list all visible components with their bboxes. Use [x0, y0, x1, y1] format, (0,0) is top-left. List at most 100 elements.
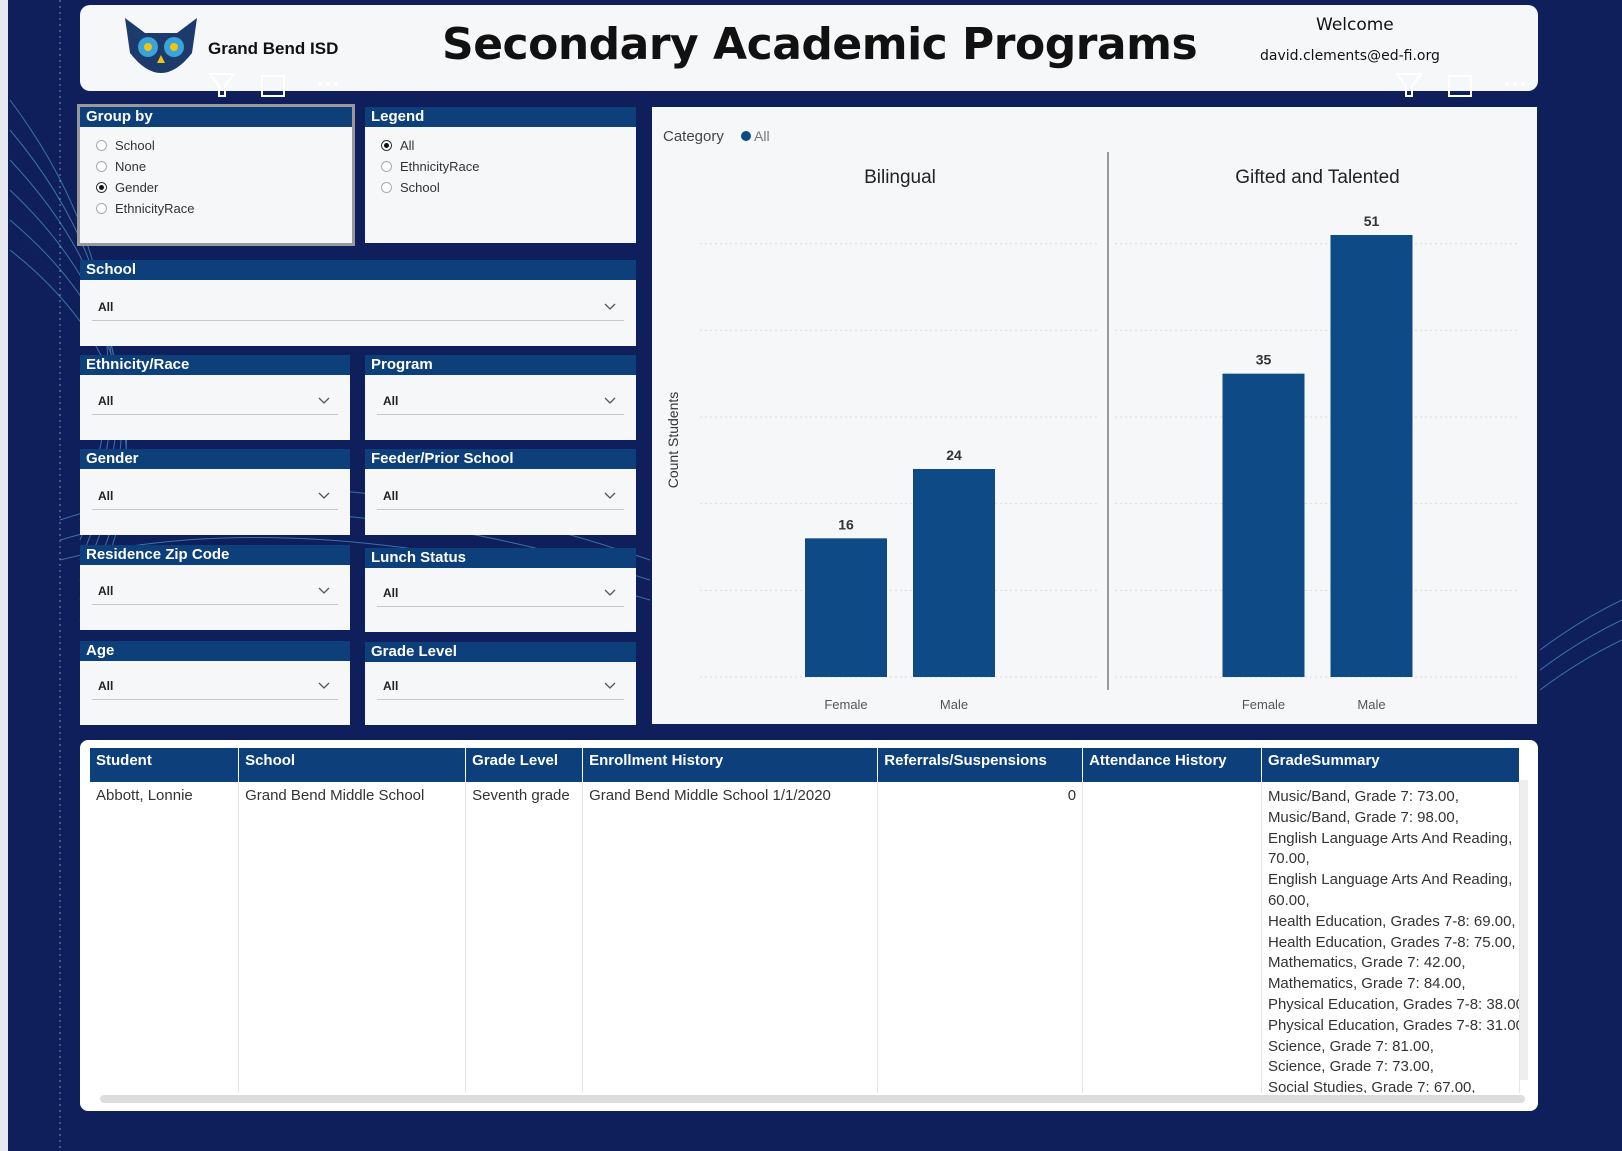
- radio-option[interactable]: None: [96, 158, 146, 176]
- sort-arrow[interactable]: [108, 782, 118, 788]
- group-by-slicer: Group by School None Gender EthnicityRace: [80, 107, 352, 243]
- column-header[interactable]: School: [239, 748, 466, 782]
- column-header[interactable]: Grade Level: [466, 748, 583, 782]
- radio-button[interactable]: [96, 182, 107, 193]
- dropdown[interactable]: All: [92, 483, 338, 510]
- data-label: 35: [1256, 352, 1272, 368]
- option-label: School: [400, 180, 440, 195]
- dropdown-value: All: [98, 489, 113, 503]
- chevron[interactable]: [318, 587, 330, 595]
- chevron[interactable]: [604, 589, 616, 597]
- radio-button[interactable]: [381, 140, 392, 151]
- grade-line: Science, Grade 7: 81.00,: [1268, 1037, 1513, 1058]
- grade-line: Physical Education, Grades 7-8: 31.00,: [1268, 1016, 1513, 1037]
- option-label: EthnicityRace: [400, 159, 479, 174]
- slicer-title: School: [80, 260, 636, 280]
- dropdown-slicer: Grade Level All: [365, 642, 636, 725]
- grade-line: Health Education, Grades 7-8: 75.00,: [1268, 933, 1513, 954]
- page: {"header": {"org": "Grand Bend ISD", "ti…: [0, 0, 1622, 1151]
- column-header[interactable]: Referrals/Suspensions: [878, 748, 1083, 782]
- x-tick-label: Male: [940, 697, 968, 712]
- x-tick-label: Male: [1357, 697, 1385, 712]
- bar: [1331, 235, 1413, 677]
- user-email: david.clements@ed-fi.org: [1260, 48, 1440, 64]
- grade-line: Social Studies, Grade 7: 67.00,: [1268, 1078, 1513, 1093]
- bar: [1223, 374, 1305, 677]
- horizontal-scrollbar[interactable]: [100, 1095, 1525, 1103]
- radio-option[interactable]: School: [96, 137, 155, 155]
- table-cell: [1083, 782, 1262, 1093]
- radio-option[interactable]: EthnicityRace: [96, 200, 194, 218]
- radio-option[interactable]: School: [381, 179, 440, 197]
- chevron[interactable]: [604, 303, 616, 311]
- x-tick-label: Female: [824, 697, 867, 712]
- dropdown[interactable]: All: [377, 388, 624, 415]
- column-header[interactable]: Attendance History: [1083, 748, 1262, 782]
- data-label: 24: [946, 447, 962, 463]
- dropdown[interactable]: All: [92, 294, 624, 321]
- dropdown-slicer: Age All: [80, 641, 350, 725]
- chevron[interactable]: [604, 492, 616, 500]
- dropdown-slicer: Ethnicity/RaceAll: [80, 355, 350, 440]
- chevron[interactable]: [318, 492, 330, 500]
- chevron[interactable]: [318, 682, 330, 690]
- owl-logo: [120, 13, 202, 83]
- radio-option[interactable]: EthnicityRace: [381, 158, 479, 176]
- radio-option[interactable]: Gender: [96, 179, 158, 197]
- dropdown-value: All: [383, 679, 398, 693]
- radio-button[interactable]: [96, 140, 107, 151]
- chevron[interactable]: [604, 397, 616, 405]
- table-cell: Abbott, Lonnie: [90, 782, 239, 1093]
- column-header[interactable]: GradeSummary: [1261, 748, 1519, 782]
- table-cell: Seventh grade: [466, 782, 583, 1093]
- dropdown-value: All: [98, 679, 113, 693]
- dropdown[interactable]: All: [377, 483, 624, 510]
- dropdown-value: All: [98, 394, 113, 408]
- org-name: Grand Bend ISD: [208, 39, 338, 59]
- grade-line: Music/Band, Grade 7: 98.00,: [1268, 808, 1513, 829]
- radio-button[interactable]: [96, 203, 107, 214]
- slicer-title: Age: [80, 641, 350, 661]
- facet-title: Gifted and Talented: [1235, 167, 1399, 188]
- slicer-title: Lunch Status: [365, 548, 636, 568]
- dropdown[interactable]: All: [92, 388, 338, 415]
- grade-line: English Language Arts And Reading,: [1268, 829, 1513, 850]
- slicer-title: Group by: [80, 107, 352, 127]
- dropdown[interactable]: All: [92, 673, 338, 700]
- bar: [913, 469, 995, 677]
- visual-toolbar[interactable]: [198, 68, 358, 102]
- radio-button[interactable]: [96, 161, 107, 172]
- radio-option[interactable]: All: [381, 137, 414, 155]
- table-cell: Music/Band, Grade 7: 73.00,Music/Band, G…: [1261, 782, 1519, 1093]
- option-label: None: [115, 159, 146, 174]
- column-header[interactable]: Enrollment History: [583, 748, 878, 782]
- page-title: Secondary Academic Programs: [442, 19, 1197, 70]
- radio-button[interactable]: [381, 182, 392, 193]
- dropdown[interactable]: All: [377, 673, 624, 700]
- dropdown-value: All: [98, 584, 113, 598]
- facet-title: Bilingual: [864, 167, 936, 188]
- dropdown-value: All: [383, 586, 398, 600]
- radio-button[interactable]: [381, 161, 392, 172]
- y-axis-label: Count Students: [665, 392, 681, 489]
- dropdown[interactable]: All: [377, 580, 624, 607]
- visual-toolbar[interactable]: [1385, 68, 1545, 102]
- legend-slicer: Legend All EthnicityRace School: [365, 107, 636, 243]
- slicer-title: Legend: [365, 107, 636, 127]
- chevron[interactable]: [318, 397, 330, 405]
- legend-title: Category: [663, 128, 724, 145]
- slicer-title: Grade Level: [365, 642, 636, 662]
- slicer-title: Program: [365, 355, 636, 375]
- option-label: All: [400, 138, 414, 153]
- chevron[interactable]: [604, 682, 616, 690]
- option-label: School: [115, 138, 155, 153]
- dropdown-slicer: Program All: [365, 355, 636, 440]
- legend-label: All: [754, 128, 770, 144]
- column-header[interactable]: Student: [90, 748, 239, 782]
- chart-card: CategoryAllCount StudentsBilingual16Fema…: [652, 107, 1537, 724]
- dropdown[interactable]: All: [92, 578, 338, 605]
- vertical-scrollbar[interactable]: [1520, 780, 1528, 1080]
